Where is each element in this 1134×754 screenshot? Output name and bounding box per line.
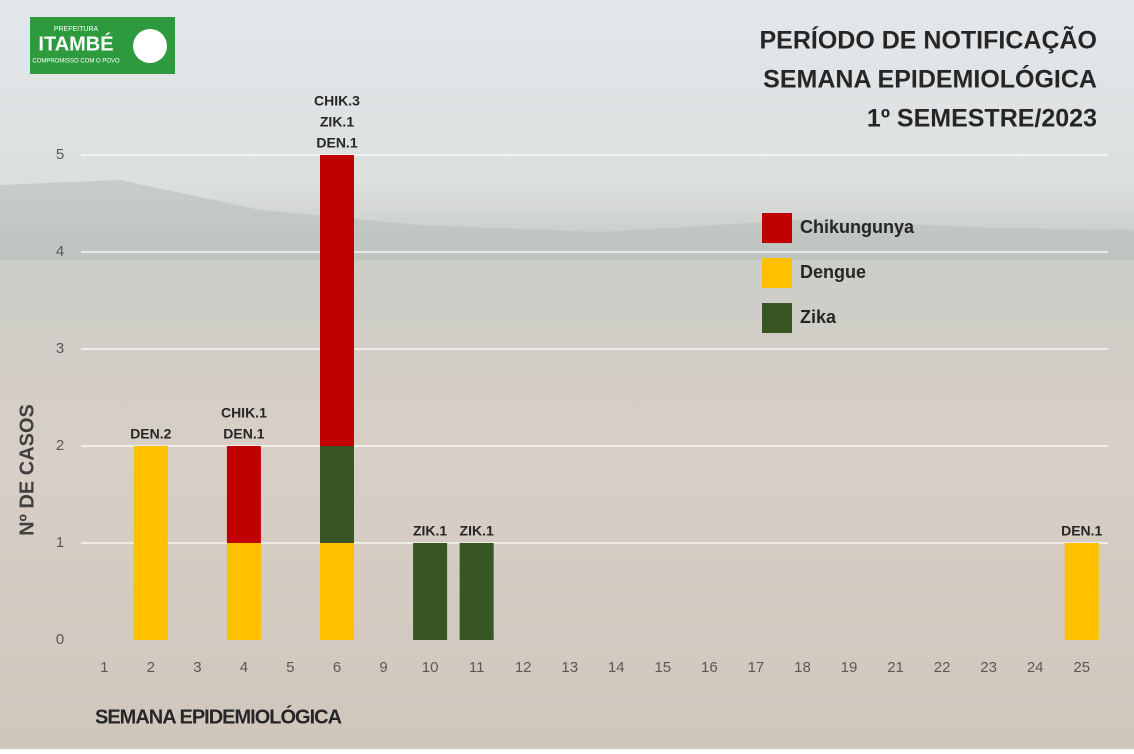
chart-title: 1º SEMESTRE/2023 — [867, 105, 1097, 133]
x-tick-label: 1 — [100, 659, 108, 676]
x-tick-label: 15 — [654, 659, 671, 676]
bar-label: DEN.1 — [223, 426, 264, 442]
legend-label: Zika — [800, 307, 837, 327]
x-tick-label: 12 — [515, 659, 532, 676]
bar-label: ZIK.1 — [413, 523, 447, 539]
x-tick-label: 6 — [333, 659, 341, 676]
bar-label: DEN.1 — [1061, 523, 1102, 539]
x-tick-label: 4 — [240, 659, 248, 676]
x-tick-label: 17 — [748, 659, 765, 676]
bar-segment — [226, 543, 261, 640]
y-tick-label: 5 — [56, 146, 64, 163]
bar-label: ZIK.1 — [460, 523, 494, 539]
x-tick-label: 18 — [794, 659, 811, 676]
x-tick-label: 24 — [1027, 659, 1044, 676]
x-tick-label: 25 — [1073, 659, 1090, 676]
x-tick-label: 19 — [841, 659, 858, 676]
x-tick-label: 3 — [193, 659, 201, 676]
x-tick-label: 22 — [934, 659, 951, 676]
x-tick-label: 9 — [379, 659, 387, 676]
legend-label: Chikungunya — [800, 217, 915, 237]
legend-swatch — [762, 213, 792, 243]
y-tick-label: 4 — [56, 243, 64, 260]
y-tick-label: 3 — [56, 340, 64, 357]
x-axis-label: SEMANA EPIDEMIOLÓGICA — [95, 704, 342, 728]
x-tick-label: 21 — [887, 659, 904, 676]
x-tick-label: 5 — [286, 659, 294, 676]
logo-motto: COMPROMISSO COM O POVO — [32, 59, 120, 65]
logo-name: ITAMBÉ — [38, 32, 113, 55]
hills — [0, 180, 1134, 260]
y-tick-label: 0 — [56, 631, 64, 648]
bar-label: ZIK.1 — [320, 114, 354, 130]
bar-segment — [226, 446, 261, 543]
y-tick-label: 1 — [56, 534, 64, 551]
x-tick-label: 10 — [422, 659, 439, 676]
chart-title: PERÍODO DE NOTIFICAÇÃO — [759, 25, 1097, 55]
legend-label: Dengue — [800, 262, 866, 282]
bar-segment — [320, 155, 354, 446]
legend-swatch — [762, 303, 792, 333]
logo-emblem — [133, 29, 167, 63]
bar-segment — [413, 543, 448, 640]
logo-top: PREFEITURA — [54, 26, 99, 33]
x-tick-label: 11 — [469, 659, 485, 676]
y-axis-label: Nº DE CASOS — [16, 404, 38, 536]
bar-label: DEN.2 — [130, 426, 171, 442]
chart-title: SEMANA EPIDEMIOLÓGICA — [763, 64, 1097, 94]
bar-segment — [1064, 543, 1099, 640]
y-tick-label: 2 — [56, 437, 64, 454]
x-tick-label: 14 — [608, 659, 625, 676]
x-tick-label: 2 — [147, 659, 155, 676]
bar-label: DEN.1 — [316, 135, 357, 151]
bar-label: CHIK.1 — [221, 405, 267, 421]
bar-segment — [459, 543, 494, 640]
x-tick-label: 13 — [561, 659, 578, 676]
bar-segment — [320, 446, 354, 543]
bar-segment — [133, 446, 168, 640]
x-tick-label: 23 — [980, 659, 997, 676]
x-tick-label: 16 — [701, 659, 718, 676]
bar-segment — [320, 543, 354, 640]
bar-label: CHIK.3 — [314, 93, 360, 109]
legend-swatch — [762, 258, 792, 288]
